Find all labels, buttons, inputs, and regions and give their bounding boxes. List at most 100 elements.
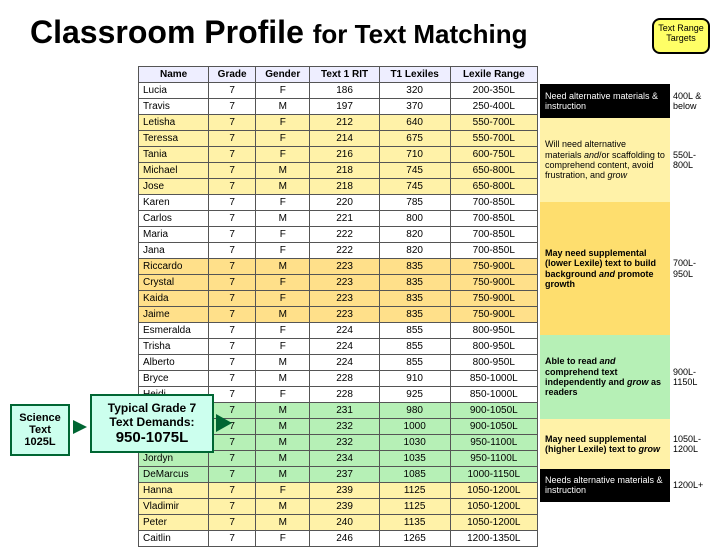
cell: 750-900L [450, 275, 537, 291]
table-row: Alberto7M224855800-950L [139, 355, 538, 371]
cell: 7 [209, 259, 256, 275]
cell: 650-800L [450, 163, 537, 179]
cell: 745 [379, 179, 450, 195]
band-range: 550L- 800L [670, 118, 714, 202]
cell: 835 [379, 259, 450, 275]
cell: 800-950L [450, 355, 537, 371]
cell: Lucia [139, 83, 209, 99]
cell: 224 [310, 339, 379, 355]
col-header: T1 Lexiles [379, 67, 450, 83]
band-text: Will need alternative materials and/or s… [540, 118, 670, 202]
table-row: DeMarcus7M23710851000-1150L [139, 467, 538, 483]
cell: 7 [209, 387, 256, 403]
cell: 1035 [379, 451, 450, 467]
table-row: Caitlin7F24612651200-1350L [139, 531, 538, 547]
band-range: 1200L+ [670, 469, 714, 502]
title-sub: for Text Matching [313, 19, 528, 49]
band-row: Will need alternative materials and/or s… [540, 118, 714, 202]
science-l1: Science [14, 412, 66, 424]
cell: 550-700L [450, 115, 537, 131]
table-row: Hanna7F23911251050-1200L [139, 483, 538, 499]
cell: 855 [379, 323, 450, 339]
table-row: Vladimir7M23911251050-1200L [139, 499, 538, 515]
cell: 223 [310, 307, 379, 323]
cell: 224 [310, 355, 379, 371]
cell: 218 [310, 179, 379, 195]
cell: 234 [310, 451, 379, 467]
cell: 800-950L [450, 323, 537, 339]
cell: 7 [209, 291, 256, 307]
cell: 855 [379, 355, 450, 371]
cell: Jana [139, 243, 209, 259]
cell: 228 [310, 387, 379, 403]
cell: 745 [379, 163, 450, 179]
col-header: Grade [209, 67, 256, 83]
table-row: Lucia7F186320200-350L [139, 83, 538, 99]
cell: 7 [209, 195, 256, 211]
cell: 223 [310, 275, 379, 291]
cell: 7 [209, 275, 256, 291]
cell: Letisha [139, 115, 209, 131]
cell: Kaida [139, 291, 209, 307]
cell: 7 [209, 499, 256, 515]
cell: 7 [209, 179, 256, 195]
cell: M [256, 419, 310, 435]
cell: Crystal [139, 275, 209, 291]
cell: 7 [209, 131, 256, 147]
cell: 600-750L [450, 147, 537, 163]
cell: 675 [379, 131, 450, 147]
cell: Caitlin [139, 531, 209, 547]
cell: 820 [379, 243, 450, 259]
cell: F [256, 483, 310, 499]
cell: 237 [310, 467, 379, 483]
cell: 222 [310, 227, 379, 243]
cell: F [256, 243, 310, 259]
cell: Jaime [139, 307, 209, 323]
cell: 222 [310, 243, 379, 259]
cell: Michael [139, 163, 209, 179]
cell: 232 [310, 435, 379, 451]
cell: 550-700L [450, 131, 537, 147]
cell: 800-950L [450, 339, 537, 355]
cell: 700-850L [450, 195, 537, 211]
cell: Esmeralda [139, 323, 209, 339]
table-row: Crystal7F223835750-900L [139, 275, 538, 291]
cell: 224 [310, 323, 379, 339]
cell: 7 [209, 243, 256, 259]
cell: DeMarcus [139, 467, 209, 483]
cell: F [256, 83, 310, 99]
cell: 1125 [379, 483, 450, 499]
cell: Trisha [139, 339, 209, 355]
cell: 1050-1200L [450, 499, 537, 515]
cell: 950-1100L [450, 435, 537, 451]
cell: M [256, 467, 310, 483]
cell: 910 [379, 371, 450, 387]
cell: 925 [379, 387, 450, 403]
cell: 232 [310, 419, 379, 435]
text-range-targets-badge: Text Range Targets [652, 18, 710, 54]
table-row: Jaime7M223835750-900L [139, 307, 538, 323]
table-row: Travis7M197370250-400L [139, 99, 538, 115]
cell: F [256, 275, 310, 291]
table-row: Bryce7M228910850-1000L [139, 371, 538, 387]
col-header: Gender [256, 67, 310, 83]
page-title: Classroom Profile for Text Matching [30, 14, 528, 51]
cell: 750-900L [450, 291, 537, 307]
col-header: Lexile Range [450, 67, 537, 83]
cell: M [256, 99, 310, 115]
cell: 218 [310, 163, 379, 179]
table-row: Jose7M218745650-800L [139, 179, 538, 195]
cell: 820 [379, 227, 450, 243]
cell: 214 [310, 131, 379, 147]
band-row: Able to read and comprehend text indepen… [540, 335, 714, 419]
cell: 7 [209, 515, 256, 531]
cell: Hanna [139, 483, 209, 499]
band-text: May need supplemental (higher Lexile) te… [540, 419, 670, 469]
cell: 700-850L [450, 227, 537, 243]
table-row: Tania7F216710600-750L [139, 147, 538, 163]
cell: 1050-1200L [450, 515, 537, 531]
table-row: Jana7F222820700-850L [139, 243, 538, 259]
table-row: Trisha7F224855800-950L [139, 339, 538, 355]
cell: Bryce [139, 371, 209, 387]
cell: M [256, 515, 310, 531]
